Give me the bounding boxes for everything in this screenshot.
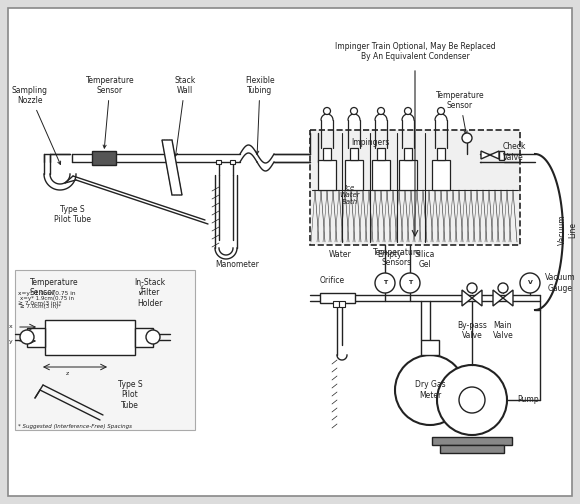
Text: Sampling
Nozzle: Sampling Nozzle [12, 86, 60, 164]
Text: Main
Valve: Main Valve [492, 321, 513, 340]
Bar [432, 160, 450, 190]
Bar [320, 293, 355, 303]
Text: Silica
Gel: Silica Gel [415, 250, 435, 270]
Text: V: V [528, 281, 532, 285]
Text: Empty: Empty [378, 250, 403, 259]
Text: ≥ 7.0cm(3 in)*: ≥ 7.0cm(3 in)* [18, 301, 61, 306]
Text: x=y* 1.9cm(0.75 in: x=y* 1.9cm(0.75 in [20, 296, 74, 301]
Text: y: y [140, 284, 144, 294]
Bar [404, 148, 412, 160]
Bar [377, 148, 385, 160]
Polygon shape [493, 290, 503, 306]
Text: Temperature
Sensors: Temperature Sensors [373, 247, 421, 267]
Bar [399, 160, 417, 190]
Bar [333, 301, 339, 307]
Bar [318, 160, 336, 190]
Bar [339, 301, 345, 307]
Circle shape [375, 273, 395, 293]
Bar [323, 148, 331, 160]
Bar [350, 148, 358, 160]
Bar [45, 320, 135, 355]
Circle shape [395, 355, 465, 425]
Text: Water: Water [329, 250, 351, 259]
Text: x: x [9, 325, 13, 330]
Bar [437, 148, 445, 160]
Text: Pump: Pump [517, 396, 539, 405]
Circle shape [437, 107, 444, 114]
Text: y: y [9, 339, 13, 344]
Circle shape [462, 133, 472, 143]
Text: T: T [408, 281, 412, 285]
Bar [92, 151, 116, 165]
Text: Flexible
Tubing: Flexible Tubing [245, 76, 275, 154]
Text: Orifice: Orifice [320, 276, 345, 285]
Text: By-pass
Valve: By-pass Valve [457, 321, 487, 340]
Bar [345, 160, 363, 190]
Text: Temperature
Sensor: Temperature Sensor [86, 76, 135, 148]
Circle shape [20, 330, 34, 344]
Text: Type S
Pilot Tube: Type S Pilot Tube [53, 205, 90, 224]
Circle shape [146, 330, 160, 344]
Text: Check
Valve: Check Valve [503, 142, 527, 162]
Circle shape [404, 107, 411, 114]
Text: Dry Gas
Meter: Dry Gas Meter [415, 381, 445, 400]
Text: Impinger Train Optional, May Be Replaced
By An Equivalent Condenser: Impinger Train Optional, May Be Replaced… [335, 42, 495, 61]
Text: z: z [66, 371, 68, 376]
Text: Temperature
Sensor: Temperature Sensor [30, 278, 79, 297]
Text: Manometer: Manometer [215, 260, 259, 269]
Text: * Suggested (Interference-Free) Spacings: * Suggested (Interference-Free) Spacings [18, 424, 132, 429]
Circle shape [324, 107, 331, 114]
Text: ≥ 7.0cm(3 in)*: ≥ 7.0cm(3 in)* [20, 304, 61, 309]
Bar [421, 340, 439, 355]
Bar [372, 160, 390, 190]
Text: x=y* 1.9cm(0.75 in: x=y* 1.9cm(0.75 in [18, 291, 75, 296]
Text: Stack
Wall: Stack Wall [175, 76, 195, 156]
Circle shape [520, 273, 540, 293]
Polygon shape [472, 290, 482, 306]
Circle shape [350, 107, 357, 114]
Circle shape [378, 107, 385, 114]
Bar [310, 130, 520, 245]
Text: In-Stack
Filter
Holder: In-Stack Filter Holder [135, 278, 165, 308]
Text: T: T [383, 281, 387, 285]
Text: Temperature
Sensor: Temperature Sensor [436, 91, 484, 134]
Bar [440, 445, 504, 453]
Polygon shape [503, 290, 513, 306]
Bar [27, 328, 45, 347]
Text: Impingers: Impingers [351, 138, 389, 147]
Circle shape [459, 387, 485, 413]
Circle shape [467, 283, 477, 293]
Polygon shape [462, 290, 472, 306]
Bar [15, 270, 195, 430]
Polygon shape [162, 140, 182, 195]
Circle shape [498, 283, 508, 293]
Circle shape [437, 365, 507, 435]
Circle shape [400, 273, 420, 293]
Bar [135, 328, 153, 347]
Text: Type S
Pilot
Tube: Type S Pilot Tube [118, 380, 142, 410]
Text: Vacuum
Gauge: Vacuum Gauge [545, 273, 575, 293]
Polygon shape [481, 151, 490, 159]
Text: Ice
Water
Bath: Ice Water Bath [340, 185, 360, 205]
Polygon shape [490, 151, 499, 159]
Bar [499, 151, 504, 160]
Bar [230, 160, 235, 164]
Bar [432, 437, 512, 445]
Text: Vacuum
Line: Vacuum Line [559, 215, 578, 245]
Bar [216, 160, 221, 164]
